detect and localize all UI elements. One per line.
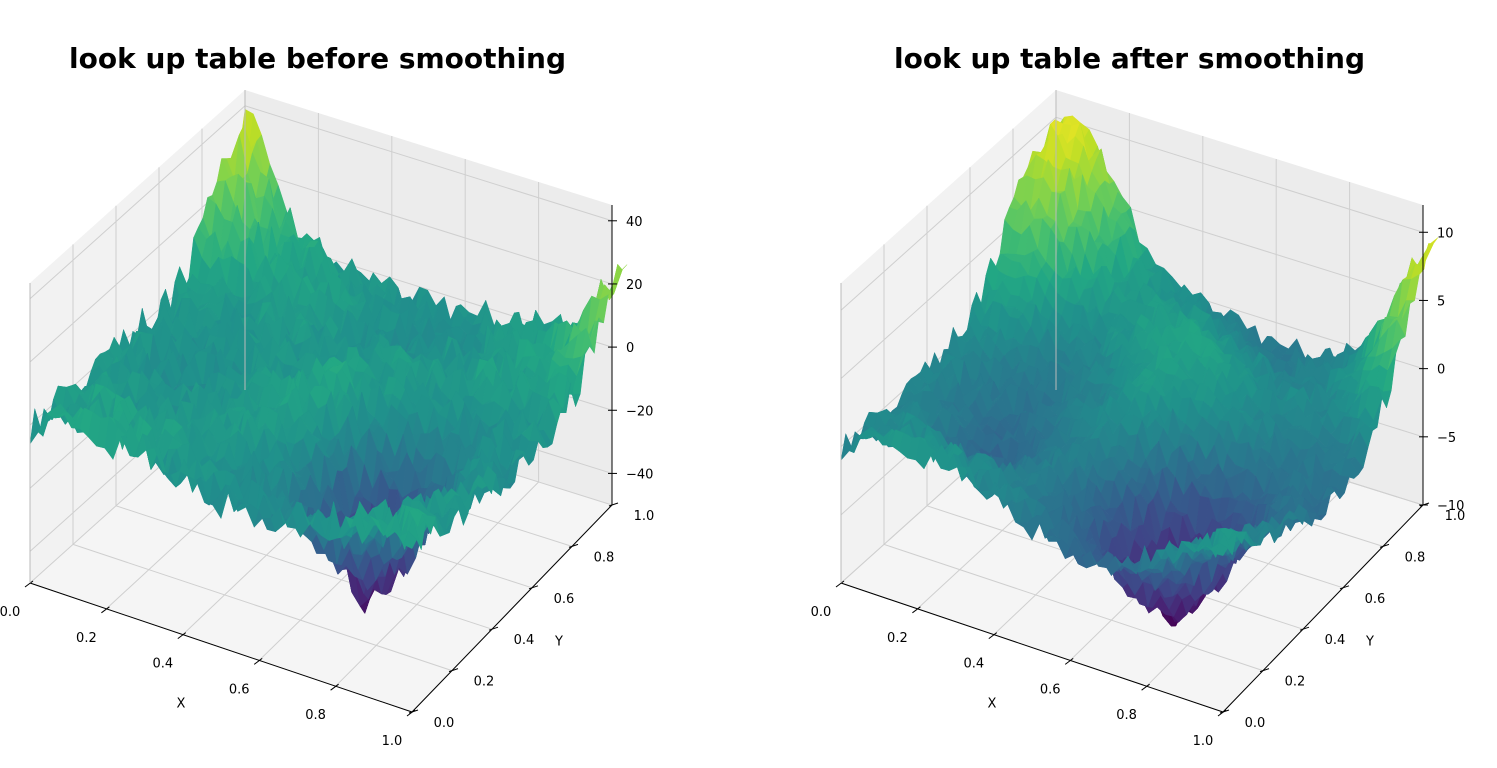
- y-tick-mark: [608, 502, 619, 507]
- y-tick-mark: [568, 543, 579, 548]
- x-tick-label: 0.4: [963, 657, 984, 672]
- z-tick-label: 10: [1437, 226, 1454, 241]
- x-tick-mark: [835, 580, 845, 588]
- x-tick-label: 0.0: [0, 605, 20, 620]
- x-tick-label: 0.6: [1040, 682, 1061, 697]
- x-tick-label: 0.2: [76, 631, 97, 646]
- chart-panel-before: 0.0 0.2 0.4 0.6 0.8 1.0 X 0.0 0.2 0.4 0.6 0.8 1.0 Y 40…: [0, 0, 748, 768]
- y-tick-mark: [408, 709, 419, 714]
- y-axis-line: [1222, 504, 1424, 713]
- x-tick-mark: [101, 606, 110, 614]
- y-tick-mark: [1219, 709, 1230, 714]
- y-tick-mark: [1259, 668, 1270, 673]
- chart-panel-after: 0.0 0.2 0.4 0.6 0.8 1.0 X 0.0 0.2 0.4 0.6 0.8 1.0 Y 10…: [811, 0, 1497, 768]
- y-axis-line: [411, 504, 613, 713]
- y-tick-label: 0.4: [1325, 633, 1346, 648]
- y-tick-label: 1.0: [1445, 509, 1466, 524]
- x-tick-mark: [1141, 683, 1150, 691]
- x-tick-label: 0.4: [152, 657, 173, 672]
- y-tick-mark: [528, 585, 539, 590]
- surface-plot-before: 0.0 0.2 0.4 0.6 0.8 1.0 X 0.0 0.2 0.4 0.6 0.8 1.0 Y 40…: [0, 90, 654, 749]
- surface: [840, 115, 1439, 627]
- y-tick-label: 0.4: [514, 633, 535, 648]
- z-tick-label: 5: [1437, 294, 1445, 309]
- y-tick-mark: [448, 668, 459, 673]
- y-tick-label: 0.0: [1245, 716, 1266, 731]
- y-tick-mark: [1379, 543, 1390, 548]
- chart-title: look up table before smoothing: [69, 42, 567, 75]
- x-axis-line: [29, 582, 413, 713]
- x-tick-mark: [912, 606, 921, 614]
- x-tick-label: 1.0: [382, 734, 403, 749]
- surface: [29, 108, 628, 615]
- x-tick-label: 0.2: [887, 631, 908, 646]
- z-tick-label: −20: [626, 404, 653, 419]
- z-tick-label: 0: [626, 341, 634, 356]
- z-tick-label: 0: [1437, 363, 1445, 378]
- z-tick-label: −10: [1437, 499, 1464, 514]
- y-tick-mark: [1339, 585, 1350, 590]
- z-tick-label: 40: [626, 215, 643, 230]
- x-axis-label: X: [988, 697, 997, 712]
- y-tick-label: 0.6: [1365, 592, 1386, 607]
- axes: 0.0 0.2 0.4 0.6 0.8 1.0 X 0.0 0.2 0.4 0.6 0.8 1.0 Y 10…: [811, 90, 1465, 749]
- y-tick-label: 0.2: [474, 675, 495, 690]
- x-tick-mark: [24, 580, 34, 588]
- y-tick-label: 0.8: [594, 550, 615, 565]
- x-tick-mark: [330, 683, 339, 691]
- x-tick-mark: [253, 658, 263, 665]
- pane-left: [841, 90, 1056, 583]
- z-tick-label: −40: [626, 467, 653, 482]
- z-tick-label: 20: [626, 278, 643, 293]
- x-tick-mark: [177, 632, 187, 639]
- z-tick-label: −5: [1437, 431, 1456, 446]
- y-axis-label: Y: [554, 635, 563, 650]
- x-tick-label: 0.6: [229, 682, 250, 697]
- y-tick-label: 0.2: [1285, 675, 1306, 690]
- chart-title: look up table after smoothing: [894, 42, 1366, 75]
- x-tick-label: 0.8: [1116, 708, 1137, 723]
- y-tick-mark: [1299, 626, 1310, 631]
- axes: 0.0 0.2 0.4 0.6 0.8 1.0 X 0.0 0.2 0.4 0.6 0.8 1.0 Y 40…: [0, 90, 654, 749]
- x-tick-label: 0.0: [811, 605, 831, 620]
- y-tick-mark: [488, 626, 499, 631]
- y-tick-label: 0.8: [1405, 550, 1426, 565]
- y-tick-label: 0.6: [554, 592, 575, 607]
- y-tick-label: 1.0: [634, 509, 655, 524]
- x-tick-mark: [1064, 658, 1074, 665]
- x-tick-label: 1.0: [1193, 734, 1214, 749]
- x-tick-label: 0.8: [305, 708, 326, 723]
- surface-plot-after: 0.0 0.2 0.4 0.6 0.8 1.0 X 0.0 0.2 0.4 0.6 0.8 1.0 Y 10…: [811, 90, 1465, 749]
- y-tick-label: 0.0: [434, 716, 455, 731]
- x-axis-label: X: [177, 697, 186, 712]
- x-tick-mark: [988, 632, 998, 639]
- x-axis-line: [840, 582, 1224, 713]
- y-axis-label: Y: [1365, 635, 1374, 650]
